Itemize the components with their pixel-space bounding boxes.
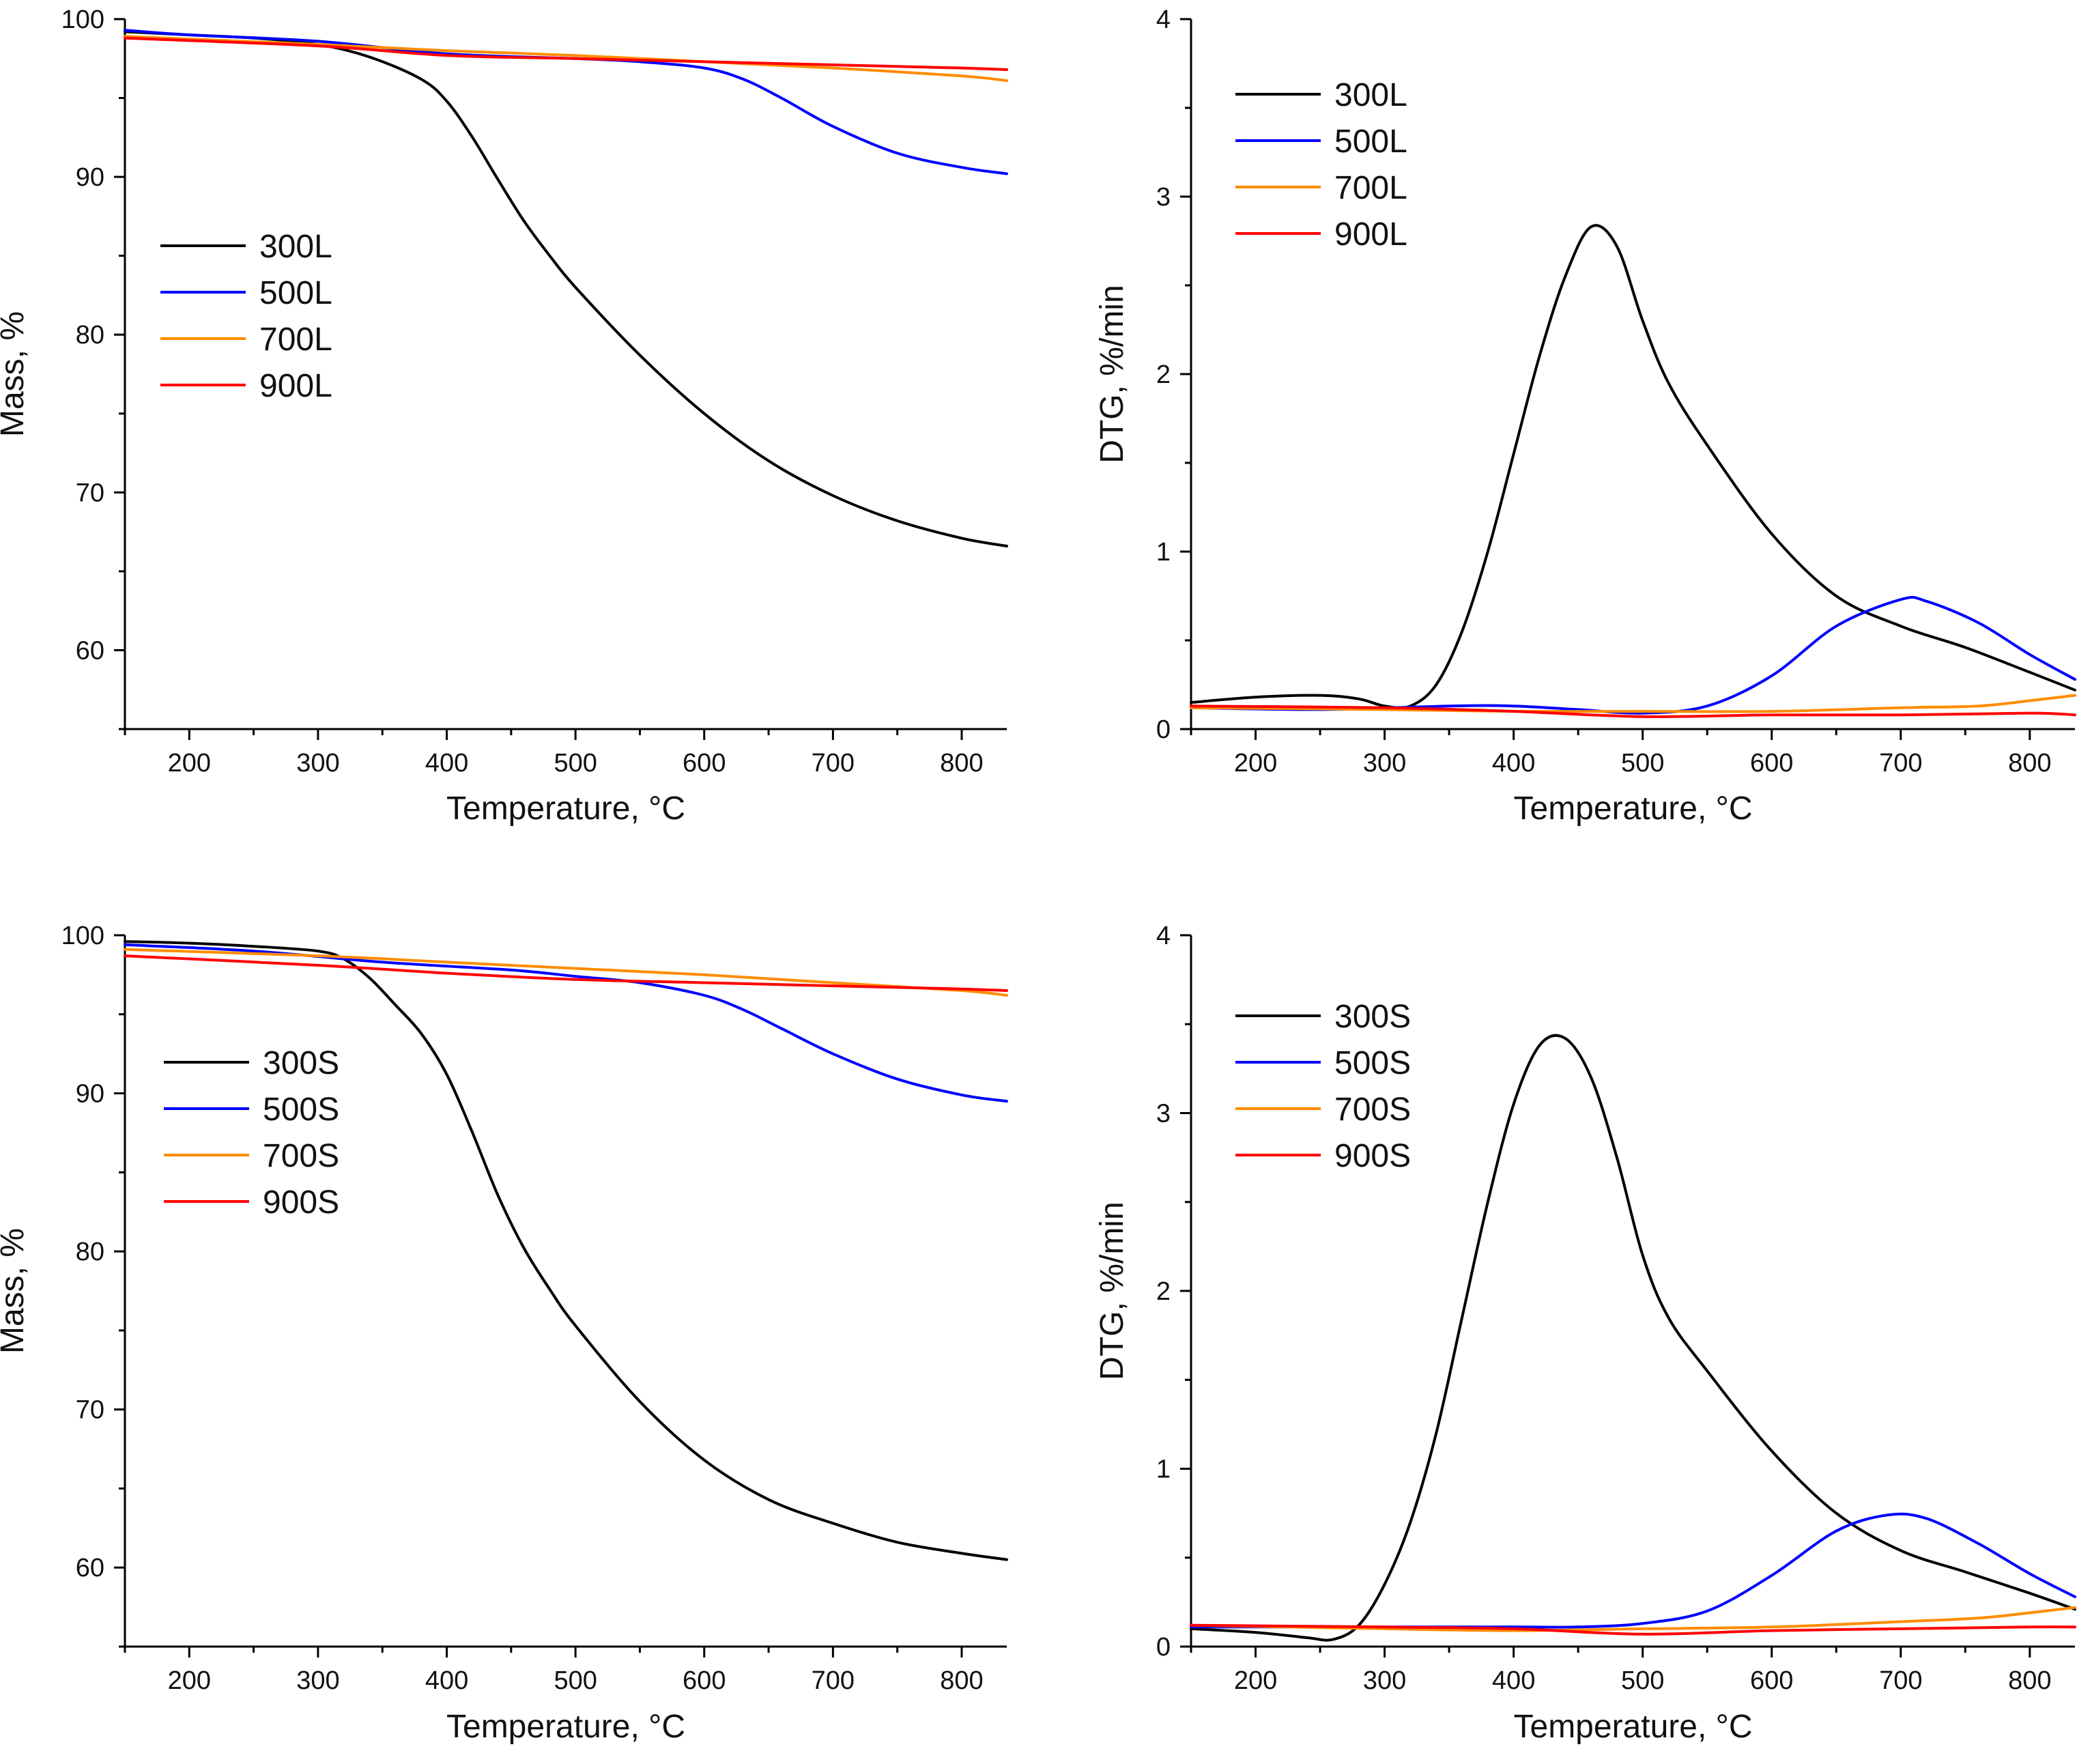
chart-panel-tg-L: 200 300 400 500 600 700 800 60 70 80 90 100 Temperat… xyxy=(0,5,1008,827)
y-tick-label: 70 xyxy=(76,1396,104,1425)
x-tick-label: 200 xyxy=(1234,749,1277,778)
x-tick-label: 400 xyxy=(425,1666,468,1695)
legend-label: 700L xyxy=(1334,170,1407,206)
chart-panel-dtg-L: 200 300 400 500 600 700 800 0 1 2 3 4 Temperature, °… xyxy=(1094,5,2076,827)
x-tick-label: 600 xyxy=(1750,1666,1793,1695)
legend-label: 700S xyxy=(1334,1092,1411,1128)
legend-label: 300S xyxy=(263,1045,339,1081)
y-tick-label: 0 xyxy=(1156,715,1171,744)
series-line-900S xyxy=(124,954,1008,992)
legend-label: 900S xyxy=(263,1184,339,1221)
series-line-300L xyxy=(1190,224,2076,709)
y-tick-label: 80 xyxy=(76,321,104,350)
legend-label: 700S xyxy=(263,1138,339,1174)
x-tick-label: 500 xyxy=(1621,1666,1664,1695)
series-line-300L xyxy=(124,30,1008,547)
x-tick-label: 200 xyxy=(168,749,211,778)
y-axis-title: DTG, %/min xyxy=(1094,285,1130,463)
y-tick-label: 4 xyxy=(1156,922,1171,950)
legend-label: 300L xyxy=(1334,77,1407,113)
series-line-300S xyxy=(1190,1034,2076,1642)
y-tick-label: 2 xyxy=(1156,1277,1171,1306)
x-tick-label: 600 xyxy=(683,749,726,778)
x-axis-title: Temperature, °C xyxy=(1514,1709,1753,1745)
legend-label: 500L xyxy=(259,275,332,311)
y-tick-label: 0 xyxy=(1156,1633,1171,1662)
y-tick-label: 3 xyxy=(1156,183,1171,212)
legend-label: 900S xyxy=(1334,1138,1411,1174)
x-tick-label: 500 xyxy=(554,749,597,778)
x-tick-label: 600 xyxy=(683,1666,726,1695)
x-axis-title: Temperature, °C xyxy=(446,1709,685,1745)
series-line-500S xyxy=(1190,1512,2076,1629)
legend-label: 300L xyxy=(259,229,332,265)
y-tick-label: 3 xyxy=(1156,1100,1171,1128)
series-line-700L xyxy=(124,35,1008,83)
legend-label: 500L xyxy=(1334,124,1407,160)
x-tick-label: 700 xyxy=(812,749,855,778)
y-tick-label: 100 xyxy=(61,5,104,34)
y-tick-label: 70 xyxy=(76,479,104,507)
legend-label: 500S xyxy=(263,1092,339,1128)
y-tick-label: 2 xyxy=(1156,360,1171,389)
series-line-900S xyxy=(1190,1623,2076,1636)
x-tick-label: 300 xyxy=(296,1666,339,1695)
series-line-900L xyxy=(124,36,1008,71)
x-tick-label: 800 xyxy=(2008,749,2051,778)
series-line-700L xyxy=(1190,694,2076,713)
x-tick-label: 700 xyxy=(1879,749,1922,778)
legend-label: 500S xyxy=(1334,1045,1411,1081)
series-line-700S xyxy=(124,948,1008,997)
chart-panel-tg-S: 200 300 400 500 600 700 800 60 70 80 90 100 Temperat… xyxy=(0,922,1008,1745)
x-tick-label: 800 xyxy=(940,1666,983,1695)
x-tick-label: 300 xyxy=(1363,1666,1406,1695)
chart-panel-dtg-S: 200 300 400 500 600 700 800 0 1 2 3 4 Temperature, °… xyxy=(1094,922,2076,1745)
y-tick-label: 80 xyxy=(76,1238,104,1266)
y-axis-title: Mass, % xyxy=(0,311,31,437)
x-tick-label: 400 xyxy=(1492,749,1535,778)
x-tick-label: 800 xyxy=(2008,1666,2051,1695)
y-tick-label: 60 xyxy=(76,1554,104,1582)
series-line-700S xyxy=(1190,1606,2076,1632)
y-tick-label: 90 xyxy=(76,1080,104,1109)
series-line-900L xyxy=(1190,705,2076,718)
x-axis-title: Temperature, °C xyxy=(446,791,685,827)
y-tick-label: 90 xyxy=(76,163,104,192)
y-tick-label: 60 xyxy=(76,636,104,665)
legend-label: 300S xyxy=(1334,999,1411,1035)
y-tick-label: 1 xyxy=(1156,538,1171,567)
x-tick-label: 300 xyxy=(1363,749,1406,778)
x-tick-label: 600 xyxy=(1750,749,1793,778)
y-tick-label: 4 xyxy=(1156,5,1171,34)
series-line-500L xyxy=(1190,595,2076,715)
series-line-500L xyxy=(124,29,1008,175)
series-line-300S xyxy=(124,940,1008,1561)
legend-label: 900L xyxy=(259,368,332,404)
x-tick-label: 500 xyxy=(1621,749,1664,778)
y-tick-label: 1 xyxy=(1156,1455,1171,1484)
x-tick-label: 800 xyxy=(940,749,983,778)
x-tick-label: 700 xyxy=(812,1666,855,1695)
x-tick-label: 200 xyxy=(1234,1666,1277,1695)
y-axis-title: DTG, %/min xyxy=(1094,1201,1130,1380)
y-tick-label: 100 xyxy=(61,922,104,950)
y-axis-title: Mass, % xyxy=(0,1228,31,1354)
x-tick-label: 400 xyxy=(425,749,468,778)
legend-label: 700L xyxy=(259,322,332,358)
x-tick-label: 300 xyxy=(296,749,339,778)
x-axis-title: Temperature, °C xyxy=(1514,791,1753,827)
legend-label: 900L xyxy=(1334,216,1407,253)
x-tick-label: 500 xyxy=(554,1666,597,1695)
x-tick-label: 700 xyxy=(1879,1666,1922,1695)
x-tick-label: 200 xyxy=(168,1666,211,1695)
x-tick-label: 400 xyxy=(1492,1666,1535,1695)
